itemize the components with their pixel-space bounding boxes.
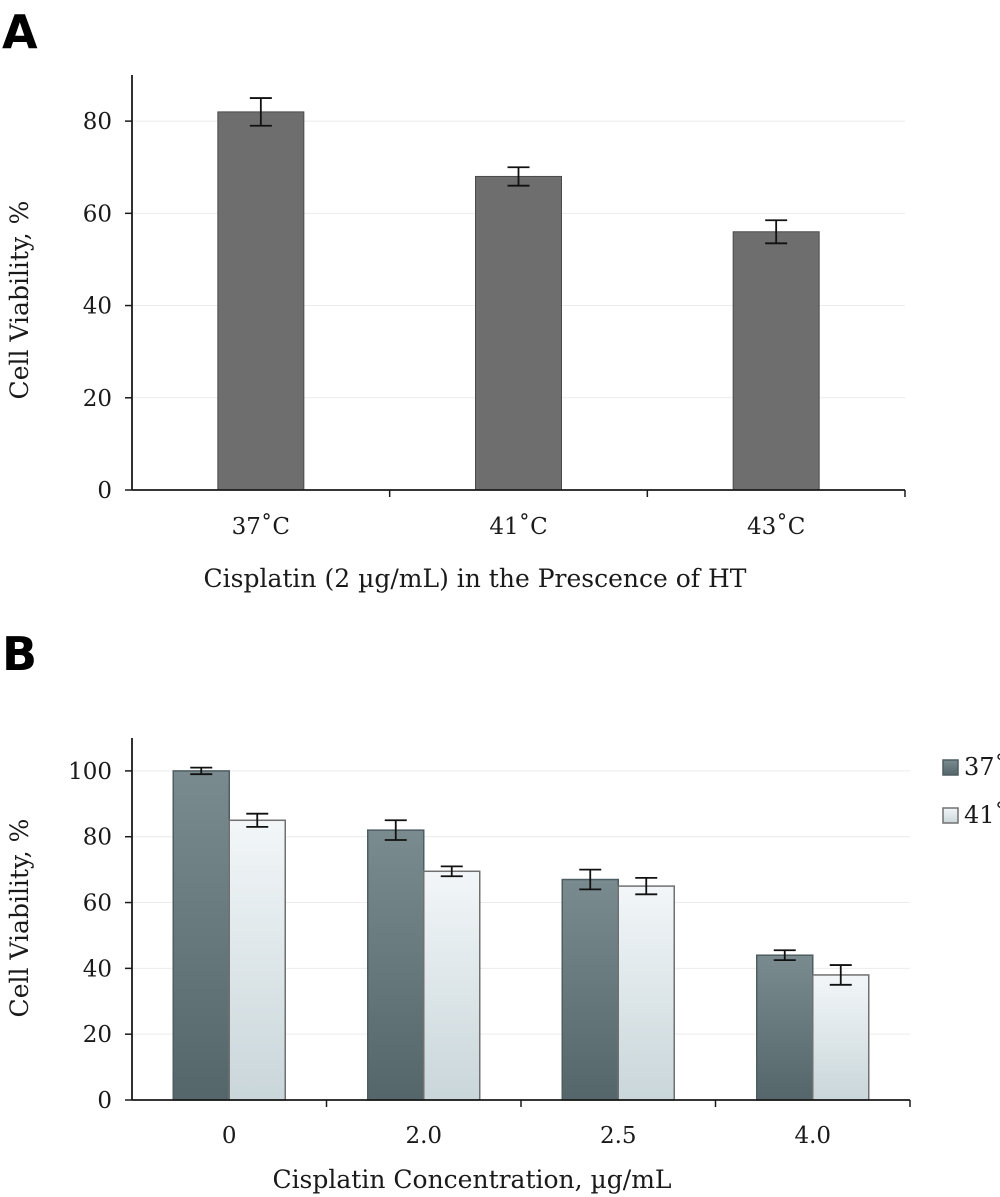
legend-swatch-37˚C [942,759,959,776]
error-bar-37˚C-0 [190,766,213,776]
a-y-tick-label: 20 [83,386,112,412]
error-bar-37˚C [249,97,272,127]
panel-b-x-ticks: 0 2.0 2.5 4.0 [222,1123,831,1149]
error-bar-41˚C-4.0 [829,964,852,986]
bar-37˚C-0 [172,770,230,1101]
b-y-tick-label: 60 [83,891,112,917]
panel-a-axes [131,75,906,497]
panel-a-y-ticks: 0 20 40 60 80 [83,109,132,504]
b-y-tick-label: 20 [83,1022,112,1048]
error-bar-37˚C-2.0 [384,819,407,841]
bar-41˚C-4.0 [812,974,870,1101]
a-y-tick-label: 60 [83,201,112,227]
bar-37˚C-4.0 [756,954,814,1101]
panel-a-y-axis-label: Cell Viability, % [5,201,34,400]
x-tick-label-41˚C: 41˚C [489,513,547,540]
a-y-tick-label: 0 [97,478,112,504]
error-bar-37˚C-4.0 [773,949,796,962]
bar-37˚C [217,111,305,491]
x-tick-label-2.0: 2.0 [405,1123,442,1149]
error-bar-41˚C [507,166,530,187]
panel-b-chart: B 0 20 40 60 80 100 0 2.0 2.5 4.0 37˚C 41˚C Cispl… [2,627,1000,1194]
legend-label-41˚C: 41˚C [964,801,1000,829]
bar-37˚C-2.0 [367,829,425,1101]
panel-a-bars [217,97,820,491]
x-tick-label-43˚C: 43˚C [747,513,805,540]
panel-a-chart: A 0 20 40 60 80 37˚C 41˚C 43˚C Cisplatin (2 µg… [2,5,906,593]
x-tick-label-0: 0 [222,1123,237,1149]
panel-b-legend: 37˚C 41˚C [942,753,1000,829]
panel-b-y-axis-label: Cell Viability, % [5,819,34,1018]
bar-41˚C-2.0 [423,870,481,1101]
x-tick-label-4.0: 4.0 [794,1123,831,1149]
panel-a-x-ticks: 37˚C 41˚C 43˚C [232,513,806,540]
a-y-tick-label: 40 [83,294,112,320]
error-bar-41˚C-2.5 [635,876,658,896]
x-tick-label-37˚C: 37˚C [232,513,290,540]
bar-43˚C [732,231,820,491]
panel-a-letter: A [2,5,38,59]
error-bar-41˚C-0 [246,812,269,828]
bar-41˚C-0 [228,819,286,1101]
panel-b-letter: B [2,627,37,681]
panel-b-x-axis-label: Cisplatin Concentration, µg/mL [272,1165,671,1194]
legend-swatch-41˚C [942,807,959,824]
b-y-tick-label: 100 [68,759,112,785]
a-y-tick-label: 80 [83,109,112,135]
legend-label-37˚C: 37˚C [964,753,1000,781]
b-y-tick-label: 80 [83,825,112,851]
b-y-tick-label: 0 [97,1088,112,1114]
error-bar-37˚C-2.5 [579,868,602,891]
bar-41˚C [475,175,562,491]
panel-a-x-axis-label: Cisplatin (2 µg/mL) in the Prescence of … [204,564,747,593]
error-bar-41˚C-2.0 [440,865,463,878]
error-bar-43˚C [765,219,788,245]
bar-41˚C-2.5 [617,885,675,1101]
x-tick-label-2.5: 2.5 [600,1123,637,1149]
b-y-tick-label: 40 [83,956,112,982]
panel-b-y-ticks: 0 20 40 60 80 100 [68,759,132,1114]
panel-b-axes [131,738,911,1107]
panel-b-bars [172,766,870,1101]
bar-37˚C-2.5 [561,878,619,1101]
